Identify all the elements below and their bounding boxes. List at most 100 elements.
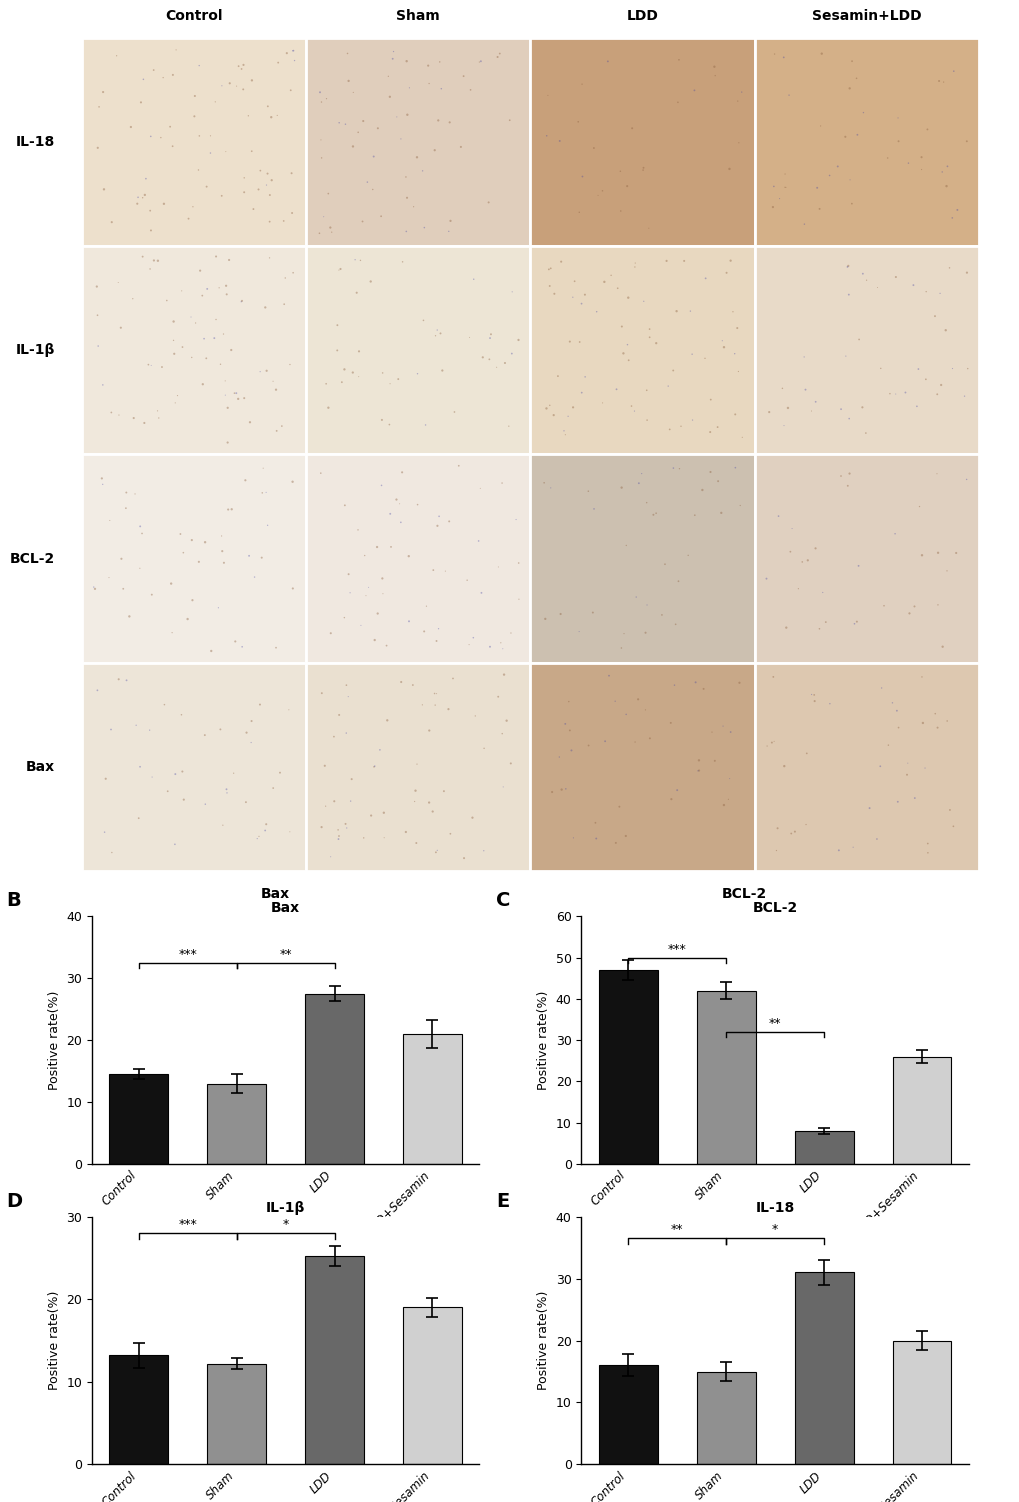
Point (552, 602, 569, 626)
Point (217, 140, 233, 164)
Bar (530, 662, 754, 871)
Bar (306, 38, 530, 246)
Point (491, 42, 507, 66)
Point (475, 838, 491, 862)
Point (409, 362, 425, 386)
Point (459, 568, 475, 592)
Point (286, 48, 303, 72)
Point (857, 421, 873, 445)
Point (326, 789, 342, 813)
Point (219, 781, 235, 805)
Point (937, 174, 954, 198)
Point (428, 629, 444, 653)
Text: C: C (495, 891, 510, 910)
Point (797, 377, 813, 401)
Point (137, 412, 153, 436)
Point (727, 455, 743, 479)
Point (442, 209, 459, 233)
Point (98, 766, 114, 790)
Point (340, 562, 357, 586)
Point (420, 54, 436, 78)
Point (481, 635, 497, 659)
Point (184, 589, 201, 613)
Point (191, 550, 207, 574)
Point (909, 357, 925, 382)
Point (151, 406, 167, 430)
Point (330, 828, 346, 852)
Point (337, 113, 354, 137)
Point (388, 105, 405, 129)
Point (86, 575, 102, 599)
Point (599, 50, 615, 74)
Point (556, 712, 573, 736)
Point (465, 626, 481, 650)
Point (405, 195, 421, 219)
Point (130, 807, 147, 831)
Point (776, 162, 793, 186)
Point (757, 566, 773, 590)
Point (797, 813, 813, 837)
Point (250, 177, 266, 201)
Point (879, 733, 896, 757)
Point (932, 372, 949, 397)
Point (945, 59, 961, 83)
Point (142, 718, 158, 742)
Text: D: D (6, 1193, 22, 1211)
Point (340, 69, 357, 93)
Text: **: ** (671, 1223, 683, 1236)
Point (580, 479, 596, 503)
Point (763, 730, 780, 754)
Point (440, 509, 457, 533)
Point (363, 804, 379, 828)
Point (455, 65, 472, 89)
Point (227, 629, 244, 653)
Point (409, 493, 425, 517)
Point (397, 165, 414, 189)
Point (471, 50, 487, 74)
Point (232, 290, 249, 314)
Point (432, 321, 448, 345)
Point (330, 258, 346, 282)
Point (645, 503, 661, 527)
Point (344, 360, 361, 385)
Point (90, 135, 106, 159)
Point (275, 209, 291, 233)
Point (165, 329, 181, 353)
Point (733, 80, 749, 104)
Point (202, 141, 218, 165)
Point (263, 105, 279, 129)
Text: ***: *** (178, 1218, 197, 1232)
Point (225, 762, 242, 786)
Point (500, 415, 517, 439)
Point (230, 388, 247, 412)
Point (430, 617, 446, 641)
Point (259, 162, 275, 186)
Point (195, 372, 211, 397)
Point (167, 762, 183, 786)
Point (481, 326, 497, 350)
Point (821, 691, 838, 715)
Point (941, 798, 957, 822)
Point (254, 481, 270, 505)
Bar (306, 662, 530, 871)
Point (103, 401, 119, 425)
Point (945, 814, 961, 838)
Point (913, 544, 929, 568)
Point (155, 66, 171, 90)
Point (709, 469, 726, 493)
Point (839, 473, 855, 497)
Y-axis label: Positive rate(%): Positive rate(%) (48, 990, 60, 1090)
Point (235, 53, 252, 77)
Point (260, 95, 276, 119)
Point (414, 159, 430, 183)
Point (607, 377, 624, 401)
Point (807, 391, 823, 415)
Point (216, 551, 232, 575)
Point (706, 63, 722, 87)
Point (695, 677, 711, 701)
Point (609, 276, 626, 300)
Point (647, 502, 663, 526)
Point (561, 718, 578, 742)
Point (237, 469, 254, 493)
Point (197, 722, 213, 746)
